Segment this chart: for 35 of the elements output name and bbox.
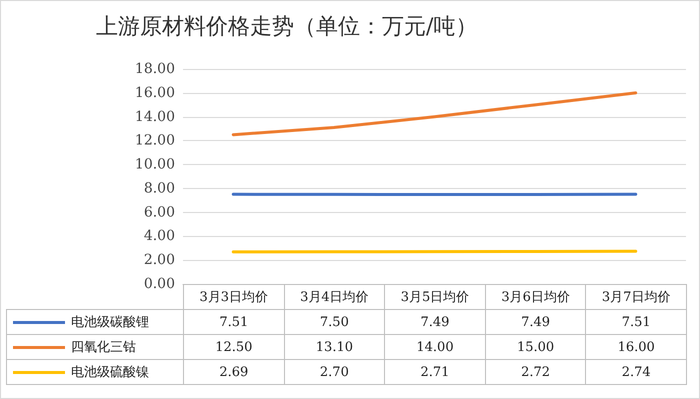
data-label: 2.72 (484, 359, 586, 385)
y-tick-label: 0.00 (144, 276, 175, 292)
x-tick-label: 3月3日均价 (183, 284, 285, 310)
data-label: 2.70 (284, 359, 386, 385)
data-label: 2.71 (384, 359, 486, 385)
y-tick-label: 12.00 (134, 132, 175, 149)
data-label: 15.00 (484, 334, 586, 360)
data-label: 7.51 (585, 309, 687, 335)
x-tick-label: 3月4日均价 (284, 284, 386, 310)
y-tick-label: 2.00 (144, 252, 175, 268)
data-label: 2.74 (585, 359, 687, 385)
y-tick-label: 4.00 (144, 228, 175, 244)
data-label: 7.49 (384, 309, 486, 335)
legend-label: 电池级硫酸镍 (71, 364, 149, 381)
data-label: 12.50 (183, 334, 285, 360)
data-label: 14.00 (384, 334, 486, 360)
data-label: 7.50 (284, 309, 386, 335)
y-tick-label: 18.00 (134, 61, 175, 77)
y-tick-label: 6.00 (144, 204, 175, 220)
legend-label: 电池级碳酸锂 (71, 314, 149, 331)
data-label: 7.49 (484, 309, 586, 335)
legend-label: 四氧化三钴 (71, 339, 136, 356)
x-tick-label: 3月7日均价 (585, 284, 687, 310)
y-tick-label: 16.00 (134, 84, 175, 101)
data-label: 7.51 (183, 309, 285, 335)
data-label: 2.69 (183, 359, 285, 385)
y-tick-label: 10.00 (134, 156, 175, 173)
y-tick-label: 14.00 (134, 108, 175, 125)
line-series (232, 91, 638, 136)
x-tick-label: 3月5日均价 (384, 284, 486, 310)
y-tick-label: 8.00 (144, 180, 175, 196)
data-label: 16.00 (585, 334, 687, 360)
chart-title: 上游原材料价格走势（单位：万元/吨） (96, 14, 478, 40)
x-tick-label: 3月6日均价 (484, 284, 586, 310)
data-label: 13.10 (284, 334, 386, 360)
